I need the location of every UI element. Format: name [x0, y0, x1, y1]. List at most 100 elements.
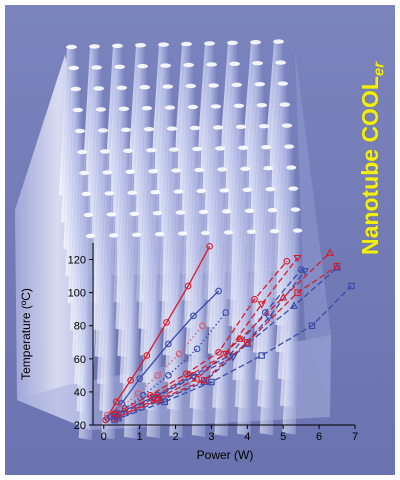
x-tick-label: 6	[316, 431, 322, 443]
series-11	[111, 262, 341, 422]
nanotube-pillar-tip	[160, 63, 172, 68]
nanotube-pillar-tip	[146, 148, 157, 153]
data-point	[215, 348, 222, 356]
nanotube-pillar-tip	[290, 207, 301, 212]
nanotube-pillar-tip	[83, 212, 94, 218]
x-ticks: 0 1 2 3 4 5 6 7	[101, 425, 358, 443]
nanotube-pillar-tip	[120, 127, 132, 132]
nanotube-pillar-tip	[227, 40, 238, 45]
data-point	[184, 282, 192, 290]
y-tick-label: 80	[74, 321, 86, 333]
series-line	[105, 245, 211, 421]
chart-axes	[92, 243, 355, 426]
data-point	[294, 289, 301, 296]
brand-title-main: Nanotube COOL	[357, 76, 383, 255]
nanotube-pillar-tip	[281, 123, 293, 128]
nanotube-pillar-tip	[139, 85, 151, 90]
data-point	[251, 295, 258, 303]
data-point	[189, 374, 198, 382]
data-point	[111, 416, 118, 424]
series-5	[111, 257, 291, 417]
nanotube-pillar-tip	[210, 104, 222, 109]
series-4	[107, 309, 230, 421]
data-point	[222, 309, 230, 316]
nanotube-pillar-tip	[256, 103, 268, 108]
y-axis-label: Temperature (ºC)	[19, 288, 33, 380]
series-line	[117, 252, 331, 418]
series-line	[117, 269, 302, 414]
nanotube-pillar-tip	[269, 229, 280, 234]
nanotube-pillar-tip	[219, 188, 230, 193]
nanotube-pillar-tip	[137, 64, 149, 69]
nanotube-pillar-tip	[72, 107, 84, 113]
x-tick-label: 0	[101, 431, 107, 443]
nanotube-pillar-tip	[235, 124, 247, 129]
data-point	[264, 314, 273, 322]
series-line	[114, 270, 306, 418]
y-ticks: 20 40 60 80 100 120	[68, 255, 93, 432]
nanotube-pillar-tip	[273, 39, 284, 44]
data-point	[236, 334, 245, 342]
nanotube-pillar-tip	[112, 43, 123, 48]
nanotube-pillar-tip	[187, 104, 199, 110]
nanotube-pillar-tip	[258, 124, 270, 129]
data-point	[165, 372, 172, 379]
series-6	[114, 266, 305, 417]
data-point	[154, 396, 161, 404]
nanotube-pillar-tip	[173, 189, 184, 194]
data-point	[165, 340, 172, 348]
data-point	[182, 370, 190, 378]
nanotube-pillar	[78, 236, 95, 440]
data-point	[190, 312, 197, 320]
nanotube-pillar-tip	[70, 86, 82, 92]
nanotube-pillar-tip	[252, 61, 264, 66]
x-tick-label: 1	[137, 431, 143, 443]
nanotube-pillar-tip	[141, 106, 153, 111]
nanotube-pillar-tip	[292, 228, 303, 233]
figure-frame: 0 1 2 3 4 5 6 7 20 40 60 80 100 120 Power (W) Temper…	[5, 5, 395, 475]
nanotube-pillar-tip	[208, 83, 220, 88]
data-point	[154, 372, 161, 379]
nanotube-pillar-tip	[277, 81, 289, 86]
nanotube-pillar-tip	[279, 102, 291, 107]
data-point	[163, 319, 170, 326]
nanotube-pillar-tip	[242, 187, 253, 192]
nanotube-pillar-tip	[116, 85, 128, 91]
nanotube-pillar-tip	[233, 103, 245, 109]
x-axis-label: Power (W)	[197, 448, 254, 462]
nanotube-pillar-tip	[118, 106, 130, 112]
nanotube-pillar-tip	[148, 169, 159, 174]
nanotube-pillar-tip	[104, 191, 115, 196]
nanotube-pillar-tip	[229, 61, 241, 66]
nanotube-pillar-tip	[221, 209, 232, 214]
nanotube-pillar-tip	[154, 232, 165, 237]
series-line	[114, 260, 288, 414]
data-point	[201, 377, 208, 384]
nanotube-pillar-tip	[164, 105, 176, 110]
data-point	[293, 254, 302, 263]
nanotube-pillar-tip	[263, 166, 274, 171]
nanotube-pillar-tip	[200, 230, 211, 236]
nanotube-pillar	[282, 230, 302, 435]
data-point	[279, 293, 288, 301]
nanotube-pillar-tip	[240, 166, 251, 171]
nanotube-pillar-tip	[183, 62, 195, 68]
nanotube-pillar	[259, 231, 279, 436]
data-point	[289, 301, 299, 309]
nanotube-pillar-tip	[244, 208, 255, 213]
data-point	[127, 376, 135, 384]
nanotube-pillar-tip	[177, 231, 188, 236]
series-line	[117, 267, 338, 419]
nanotube-pillar-tip	[106, 212, 117, 217]
nanotube-pillar-tip	[68, 65, 80, 71]
series-line	[114, 265, 338, 419]
nanotube-pillar-tip	[169, 147, 180, 152]
y-tick-label: 20	[74, 420, 86, 432]
data-point	[143, 352, 151, 359]
data-point	[175, 350, 183, 358]
y-tick-label: 40	[74, 387, 86, 399]
nanotube-pillar-tip	[158, 42, 169, 47]
data-point	[333, 262, 341, 270]
nanotube-pillar-tip	[91, 65, 103, 70]
nanotube-pillar	[124, 234, 141, 439]
